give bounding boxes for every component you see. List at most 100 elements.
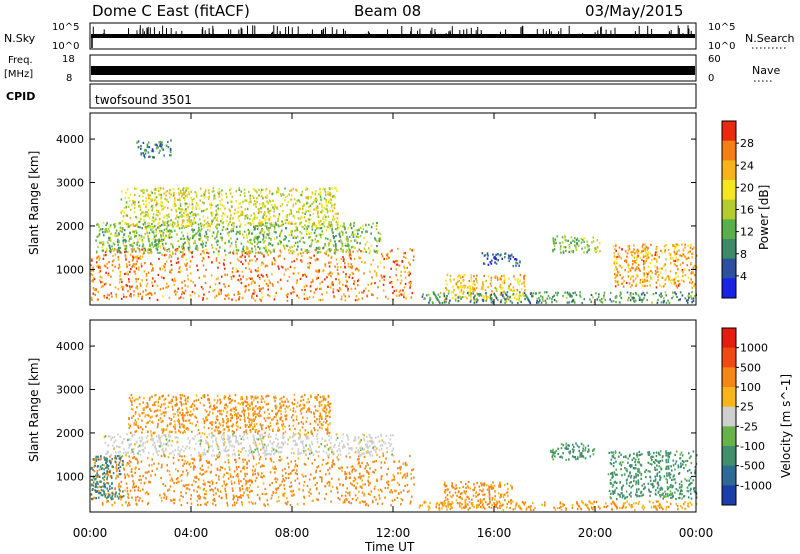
data-cell <box>344 284 347 287</box>
data-cell <box>163 433 165 437</box>
data-cell <box>106 476 109 479</box>
data-cell <box>286 299 289 302</box>
data-cell <box>195 475 198 478</box>
data-cell <box>351 465 354 468</box>
data-cell <box>262 197 264 200</box>
data-cell <box>219 208 221 211</box>
data-cell <box>261 296 264 299</box>
data-cell <box>355 295 358 298</box>
data-cell <box>212 499 215 502</box>
data-cell <box>570 250 573 253</box>
data-cell <box>293 244 296 247</box>
data-cell <box>147 470 150 473</box>
data-cell <box>181 195 183 198</box>
data-cell <box>161 201 163 204</box>
data-cell <box>333 249 336 252</box>
data-cell <box>603 291 606 294</box>
data-cell <box>102 489 104 492</box>
data-cell <box>115 466 117 469</box>
data-cell <box>205 493 208 496</box>
data-cell <box>691 301 693 304</box>
data-cell <box>224 490 227 493</box>
data-cell <box>106 262 108 265</box>
data-cell <box>349 257 352 260</box>
data-cell <box>677 268 679 271</box>
data-cell <box>188 219 191 222</box>
data-cell <box>314 238 317 241</box>
data-cell <box>576 237 579 240</box>
data-cell <box>411 291 414 295</box>
data-cell <box>166 230 168 233</box>
data-cell <box>495 289 498 292</box>
data-cell <box>154 196 157 199</box>
data-cell <box>209 204 212 207</box>
data-cell <box>135 277 137 281</box>
data-cell <box>327 191 329 194</box>
data-cell <box>350 287 353 290</box>
data-cell <box>592 236 595 239</box>
data-cell <box>617 252 620 255</box>
data-cell <box>532 292 535 295</box>
data-cell <box>446 273 449 276</box>
data-cell <box>203 487 205 491</box>
data-cell <box>278 213 281 216</box>
data-cell <box>203 293 205 296</box>
data-cell <box>361 479 363 482</box>
data-cell <box>374 250 376 254</box>
data-cell <box>359 477 362 480</box>
data-cell <box>169 151 172 154</box>
data-cell <box>152 246 155 249</box>
data-cell <box>580 241 583 244</box>
data-cell <box>116 455 119 458</box>
colorbar-tick-label: 20 <box>740 181 754 194</box>
data-cell <box>180 209 183 212</box>
data-cell <box>662 301 665 304</box>
data-cell <box>315 288 317 291</box>
data-cell <box>317 455 320 458</box>
data-cell <box>343 501 346 504</box>
data-cell <box>149 481 152 484</box>
data-cell <box>630 275 633 278</box>
data-cell <box>312 296 315 299</box>
data-cell <box>664 250 666 253</box>
data-cell <box>101 228 104 231</box>
data-cell <box>262 241 265 244</box>
data-cell <box>250 282 253 285</box>
data-cell <box>228 468 231 471</box>
data-cell <box>221 485 224 488</box>
data-cell <box>123 248 126 251</box>
data-cell <box>109 251 112 254</box>
data-cell <box>162 220 164 223</box>
data-cell <box>261 229 263 233</box>
data-cell <box>108 294 110 297</box>
data-cell <box>333 204 336 207</box>
data-cell <box>315 488 318 491</box>
data-cell <box>637 249 640 253</box>
data-cell <box>500 292 503 295</box>
data-cell <box>296 464 298 468</box>
data-cell <box>490 276 493 279</box>
data-cell <box>120 251 123 254</box>
data-cell <box>387 483 390 486</box>
data-cell <box>309 245 311 248</box>
data-cell <box>118 241 120 244</box>
data-cell <box>241 251 244 254</box>
data-cell <box>145 197 148 200</box>
data-cell <box>147 234 149 237</box>
data-cell <box>375 274 378 277</box>
data-cell <box>274 295 276 298</box>
data-cell <box>106 222 108 225</box>
data-cell <box>182 495 184 498</box>
data-cell <box>250 277 252 280</box>
data-cell <box>133 211 136 214</box>
data-cell <box>110 275 112 278</box>
data-cell <box>429 299 431 302</box>
data-cell <box>197 230 200 233</box>
data-cell <box>213 194 216 197</box>
data-cell <box>308 296 311 299</box>
data-cell <box>139 226 141 229</box>
data-cell <box>646 248 648 251</box>
data-cell <box>164 269 166 272</box>
data-cell <box>284 247 286 250</box>
data-cell <box>194 247 197 250</box>
